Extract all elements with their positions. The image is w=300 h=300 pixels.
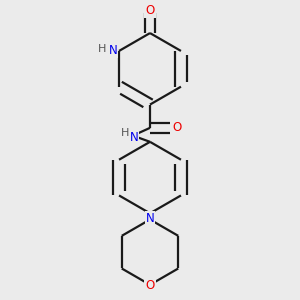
Text: H: H <box>98 44 106 54</box>
Text: N: N <box>146 212 154 225</box>
Text: N: N <box>130 131 139 144</box>
Text: N: N <box>109 44 117 57</box>
Text: O: O <box>172 122 182 134</box>
Text: H: H <box>121 128 129 138</box>
Text: O: O <box>146 279 154 292</box>
Text: O: O <box>146 4 154 17</box>
